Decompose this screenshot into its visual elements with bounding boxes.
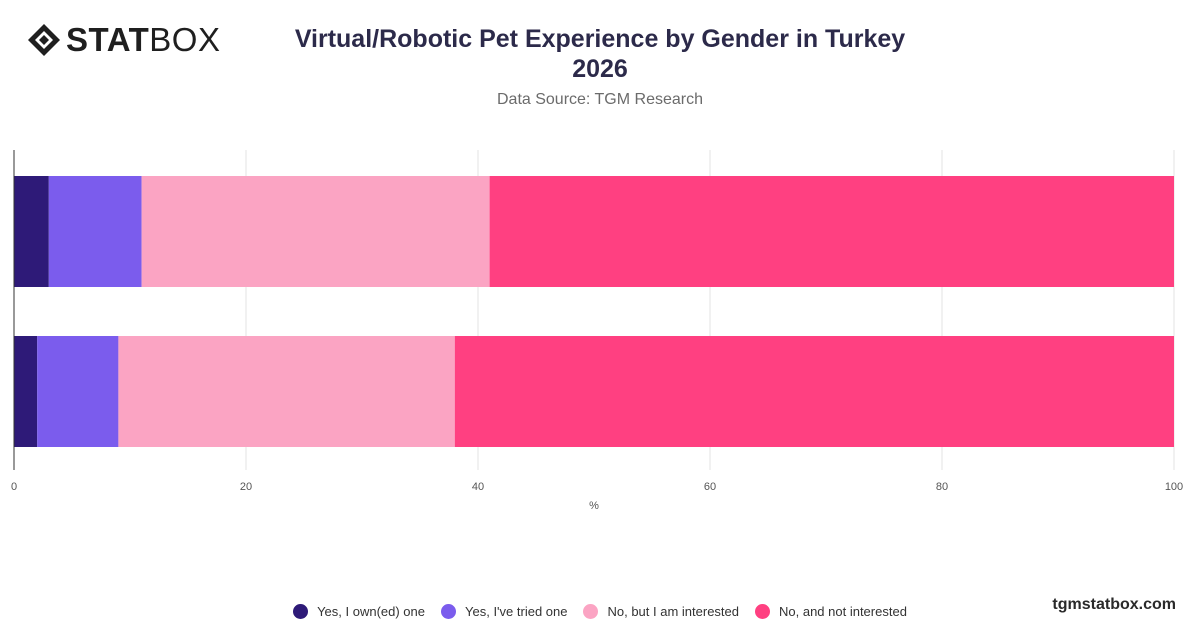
- x-tick-label-60: 60: [704, 481, 716, 493]
- legend-label: Yes, I've tried one: [465, 603, 568, 619]
- chart-title-main: Virtual/Robotic Pet Experience by Gender…: [294, 25, 906, 53]
- legend-item-1[interactable]: Yes, I own(ed) one: [293, 603, 426, 619]
- legend-swatch: [293, 603, 309, 619]
- x-tick-label-20: 20: [240, 481, 252, 493]
- bar-segment-1-3: [141, 176, 490, 287]
- statbox-logo: STATBOX: [26, 22, 220, 58]
- legend-item-3[interactable]: No, but I am interested: [583, 603, 739, 619]
- chart-legend: Yes, I own(ed) one Yes, I've tried one No,…: [0, 600, 1200, 622]
- chart-title: Virtual/Robotic Pet Experience by Gender…: [270, 24, 930, 84]
- legend-item-2[interactable]: Yes, I've tried one: [441, 603, 568, 619]
- statbox-logo-icon: [28, 24, 60, 56]
- x-tick-label-100: 100: [1165, 481, 1183, 493]
- legend-label: No, but I am interested: [607, 603, 739, 619]
- x-axis-label: %: [589, 500, 599, 512]
- legend-swatch: [755, 603, 770, 619]
- logo-wordmark: STATBOX: [66, 22, 220, 58]
- legend-label: No, and not interested: [779, 603, 907, 619]
- logo-text-bold: STAT: [66, 21, 150, 58]
- stacked-bar-chart: 0 20 40 60 80 100%: [11, 150, 1183, 512]
- logo-text-light: BOX: [149, 21, 221, 58]
- footer-site: tgmstatbox.com: [1052, 596, 1176, 613]
- x-tick-label-40: 40: [472, 481, 484, 493]
- bar-segment-2-1: [14, 336, 38, 447]
- bar-segment-2-4: [454, 336, 1174, 447]
- legend-swatch: [441, 603, 457, 619]
- x-tick-label-80: 80: [936, 481, 948, 493]
- chart-subtitle: Data Source: TGM Research: [496, 91, 703, 108]
- bar-segment-2-2: [37, 336, 119, 447]
- x-tick-label-0: 0: [11, 481, 17, 493]
- bar-segment-2-3: [118, 336, 455, 447]
- bar-segment-1-4: [489, 176, 1175, 287]
- bar-segment-1-2: [48, 176, 142, 287]
- chart-title-year: 2026: [572, 55, 628, 83]
- bar-segment-1-1: [14, 176, 49, 287]
- legend-item-4[interactable]: No, and not interested: [755, 603, 907, 619]
- legend-swatch: [583, 603, 599, 619]
- legend-label: Yes, I own(ed) one: [317, 603, 426, 619]
